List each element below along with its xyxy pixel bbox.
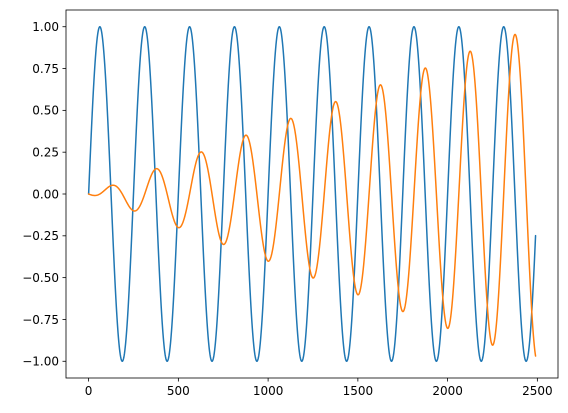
plot-area: [87, 25, 537, 363]
y-tick-label: 0.00: [32, 187, 59, 201]
x-tick-label: 1000: [253, 384, 284, 398]
y-tick-label: −1.00: [22, 355, 59, 369]
axes: 0 500 1000 1500 2000 2500 1.00 0.75 0.50 0.25 0.00…: [22, 9, 559, 398]
y-tick-label: −0.50: [22, 271, 59, 285]
y-tick-label: 0.25: [32, 145, 59, 159]
x-tick-label: 2000: [432, 384, 463, 398]
y-tick-label: 1.00: [32, 20, 59, 34]
y-tick-label: −0.25: [22, 229, 59, 243]
series-2-line: [87, 33, 537, 357]
y-tick-label: 0.50: [32, 104, 59, 118]
x-tick-label: 2500: [522, 384, 553, 398]
series-1-line: [87, 25, 537, 363]
y-tick-label: 0.75: [32, 62, 59, 76]
x-tick-label: 500: [167, 384, 190, 398]
y-tick-label: −0.75: [22, 313, 59, 327]
x-tick-label: 1500: [343, 384, 374, 398]
x-tick-label: 0: [85, 384, 93, 398]
